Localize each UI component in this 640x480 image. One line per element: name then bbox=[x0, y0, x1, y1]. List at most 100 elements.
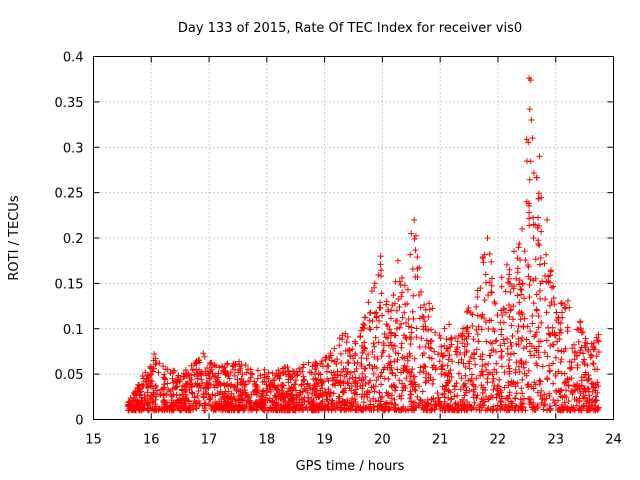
data-point bbox=[377, 373, 384, 380]
data-point bbox=[508, 322, 515, 329]
data-point bbox=[487, 339, 494, 346]
data-point bbox=[488, 289, 495, 296]
chart-title: Day 133 of 2015, Rate Of TEC Index for r… bbox=[178, 21, 522, 36]
data-point bbox=[534, 401, 541, 408]
data-point bbox=[420, 314, 427, 321]
data-point bbox=[337, 407, 344, 414]
data-point bbox=[576, 386, 583, 393]
data-point bbox=[320, 404, 327, 411]
data-point bbox=[468, 406, 475, 413]
data-point bbox=[520, 361, 527, 368]
data-point bbox=[363, 355, 370, 362]
data-point bbox=[386, 326, 393, 333]
data-point bbox=[594, 406, 601, 413]
data-point bbox=[479, 351, 486, 358]
data-point bbox=[313, 365, 320, 372]
data-point bbox=[378, 267, 385, 274]
data-point bbox=[527, 399, 534, 406]
data-point bbox=[379, 393, 386, 400]
data-point bbox=[550, 295, 557, 302]
data-point bbox=[300, 361, 307, 368]
data-point bbox=[447, 367, 454, 374]
data-point bbox=[573, 352, 580, 359]
data-point bbox=[422, 323, 429, 330]
data-point bbox=[509, 316, 516, 323]
data-point bbox=[516, 277, 523, 284]
data-point bbox=[581, 385, 588, 392]
data-point bbox=[387, 315, 394, 322]
data-point bbox=[352, 340, 359, 347]
data-point bbox=[523, 336, 530, 343]
axis-ticks bbox=[93, 56, 614, 420]
data-point bbox=[559, 314, 566, 321]
data-point bbox=[340, 389, 347, 396]
data-point bbox=[526, 340, 533, 347]
data-point bbox=[255, 367, 262, 374]
data-point bbox=[589, 360, 596, 367]
data-point bbox=[546, 302, 553, 309]
data-point bbox=[526, 348, 533, 355]
data-point bbox=[569, 388, 576, 395]
data-point bbox=[516, 281, 523, 288]
data-point bbox=[439, 353, 446, 360]
data-point bbox=[520, 345, 527, 352]
data-point bbox=[425, 327, 432, 334]
data-point bbox=[507, 307, 514, 314]
data-point bbox=[376, 389, 383, 396]
data-point bbox=[533, 360, 540, 367]
data-point bbox=[464, 403, 471, 410]
data-point bbox=[438, 343, 445, 350]
data-point bbox=[272, 384, 279, 391]
data-point bbox=[514, 292, 521, 299]
data-point bbox=[180, 374, 187, 381]
data-point bbox=[595, 338, 602, 345]
data-point bbox=[507, 351, 514, 358]
data-point bbox=[319, 377, 326, 384]
data-point bbox=[403, 375, 410, 382]
data-point bbox=[485, 360, 492, 367]
data-point bbox=[317, 371, 324, 378]
data-point bbox=[421, 406, 428, 413]
data-point bbox=[133, 392, 140, 399]
data-point bbox=[567, 365, 574, 372]
data-point bbox=[537, 378, 544, 385]
data-point bbox=[533, 306, 540, 313]
data-point bbox=[318, 382, 325, 389]
data-point bbox=[509, 381, 516, 388]
data-point bbox=[233, 385, 240, 392]
data-point bbox=[324, 362, 331, 369]
data-point bbox=[371, 284, 378, 291]
data-point bbox=[561, 379, 568, 386]
data-point bbox=[207, 402, 214, 409]
data-point bbox=[346, 385, 353, 392]
data-point bbox=[447, 343, 454, 350]
data-point bbox=[296, 365, 303, 372]
data-point bbox=[369, 318, 376, 325]
data-point bbox=[299, 401, 306, 408]
data-point bbox=[558, 370, 565, 377]
data-point bbox=[489, 407, 496, 414]
data-point bbox=[313, 360, 320, 367]
data-point bbox=[373, 309, 380, 316]
data-point bbox=[308, 407, 315, 414]
data-point bbox=[312, 406, 319, 413]
data-point bbox=[529, 320, 536, 327]
data-point bbox=[149, 377, 156, 384]
data-point bbox=[457, 349, 464, 356]
data-point bbox=[474, 392, 481, 399]
data-point bbox=[412, 387, 419, 394]
data-point bbox=[252, 381, 259, 388]
data-point bbox=[298, 381, 305, 388]
data-point bbox=[152, 361, 159, 368]
data-point bbox=[391, 332, 398, 339]
data-point bbox=[552, 370, 559, 377]
data-point bbox=[293, 368, 300, 375]
data-point bbox=[408, 324, 415, 331]
data-point bbox=[224, 399, 231, 406]
data-point bbox=[391, 401, 398, 408]
data-point bbox=[517, 357, 524, 364]
data-point bbox=[558, 299, 565, 306]
data-point bbox=[566, 358, 573, 365]
data-point bbox=[416, 344, 423, 351]
data-point bbox=[448, 373, 455, 380]
